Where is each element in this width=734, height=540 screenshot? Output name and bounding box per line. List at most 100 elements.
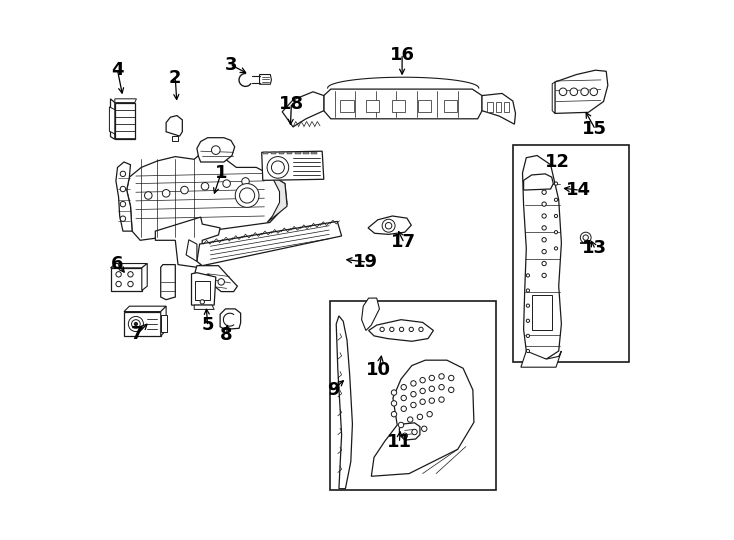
Circle shape — [554, 231, 558, 234]
Circle shape — [181, 186, 188, 194]
Circle shape — [235, 184, 259, 207]
Text: 12: 12 — [545, 153, 570, 171]
Text: 18: 18 — [279, 94, 304, 113]
Circle shape — [559, 88, 567, 96]
Polygon shape — [192, 273, 216, 305]
Polygon shape — [262, 151, 324, 180]
Text: 14: 14 — [566, 181, 591, 199]
Circle shape — [554, 214, 558, 218]
Circle shape — [542, 226, 546, 230]
Circle shape — [554, 182, 558, 185]
Bar — [495, 102, 501, 112]
Circle shape — [211, 146, 220, 154]
Text: 15: 15 — [582, 119, 607, 138]
Bar — [504, 102, 509, 112]
Circle shape — [272, 161, 284, 174]
Circle shape — [420, 388, 425, 394]
Circle shape — [223, 180, 230, 187]
Circle shape — [131, 320, 140, 328]
Circle shape — [448, 387, 454, 393]
Polygon shape — [482, 93, 515, 124]
Circle shape — [218, 279, 225, 285]
Circle shape — [391, 411, 396, 417]
Circle shape — [526, 334, 529, 338]
Circle shape — [407, 417, 413, 422]
Text: 10: 10 — [366, 361, 391, 379]
Text: 16: 16 — [390, 46, 415, 64]
Bar — [531, 295, 552, 330]
Circle shape — [429, 398, 435, 403]
Polygon shape — [161, 306, 166, 336]
Polygon shape — [156, 217, 220, 267]
Text: 1: 1 — [215, 164, 228, 182]
Circle shape — [116, 272, 121, 277]
Circle shape — [162, 190, 170, 197]
Circle shape — [205, 274, 211, 281]
Text: 7: 7 — [131, 325, 144, 343]
Bar — [366, 100, 379, 112]
Text: 9: 9 — [327, 381, 339, 399]
Text: 3: 3 — [225, 56, 237, 74]
Circle shape — [390, 327, 394, 332]
Polygon shape — [523, 174, 553, 190]
Text: 5: 5 — [201, 316, 214, 334]
Circle shape — [542, 249, 546, 254]
Polygon shape — [195, 305, 214, 309]
Text: 11: 11 — [387, 433, 412, 451]
Polygon shape — [336, 316, 352, 489]
Circle shape — [590, 88, 597, 96]
Circle shape — [439, 374, 444, 379]
Polygon shape — [220, 309, 241, 329]
Circle shape — [239, 188, 255, 203]
Polygon shape — [161, 265, 175, 300]
Polygon shape — [581, 242, 591, 243]
Circle shape — [429, 386, 435, 391]
Text: 8: 8 — [220, 326, 233, 344]
Circle shape — [145, 192, 152, 199]
Circle shape — [401, 384, 407, 390]
Circle shape — [526, 274, 529, 277]
Bar — [418, 100, 432, 112]
Polygon shape — [303, 152, 309, 154]
Circle shape — [526, 289, 529, 292]
Circle shape — [583, 235, 589, 240]
Circle shape — [542, 202, 546, 206]
Polygon shape — [111, 268, 142, 291]
Polygon shape — [124, 306, 166, 312]
Circle shape — [542, 190, 546, 194]
Polygon shape — [127, 152, 287, 240]
Circle shape — [402, 433, 407, 438]
Polygon shape — [555, 70, 608, 113]
Circle shape — [380, 327, 385, 332]
Circle shape — [120, 186, 126, 192]
Polygon shape — [271, 152, 276, 154]
Polygon shape — [111, 99, 115, 139]
Polygon shape — [197, 138, 235, 162]
Polygon shape — [195, 266, 237, 292]
Polygon shape — [324, 89, 482, 119]
Circle shape — [448, 375, 454, 381]
Circle shape — [542, 261, 546, 266]
Polygon shape — [267, 174, 287, 222]
Polygon shape — [186, 240, 197, 261]
Polygon shape — [295, 152, 301, 154]
Circle shape — [409, 327, 413, 332]
Circle shape — [128, 272, 133, 277]
Polygon shape — [197, 221, 341, 266]
Polygon shape — [399, 423, 420, 440]
Polygon shape — [368, 320, 433, 341]
Circle shape — [542, 238, 546, 242]
Circle shape — [128, 316, 143, 332]
Circle shape — [411, 392, 416, 397]
Bar — [340, 100, 354, 112]
Circle shape — [581, 232, 591, 243]
Polygon shape — [371, 360, 474, 476]
Circle shape — [439, 384, 444, 390]
Polygon shape — [109, 107, 115, 134]
Circle shape — [542, 273, 546, 278]
Polygon shape — [116, 162, 132, 231]
Polygon shape — [552, 82, 555, 113]
Circle shape — [411, 402, 416, 408]
Circle shape — [542, 214, 546, 218]
Polygon shape — [161, 315, 167, 332]
